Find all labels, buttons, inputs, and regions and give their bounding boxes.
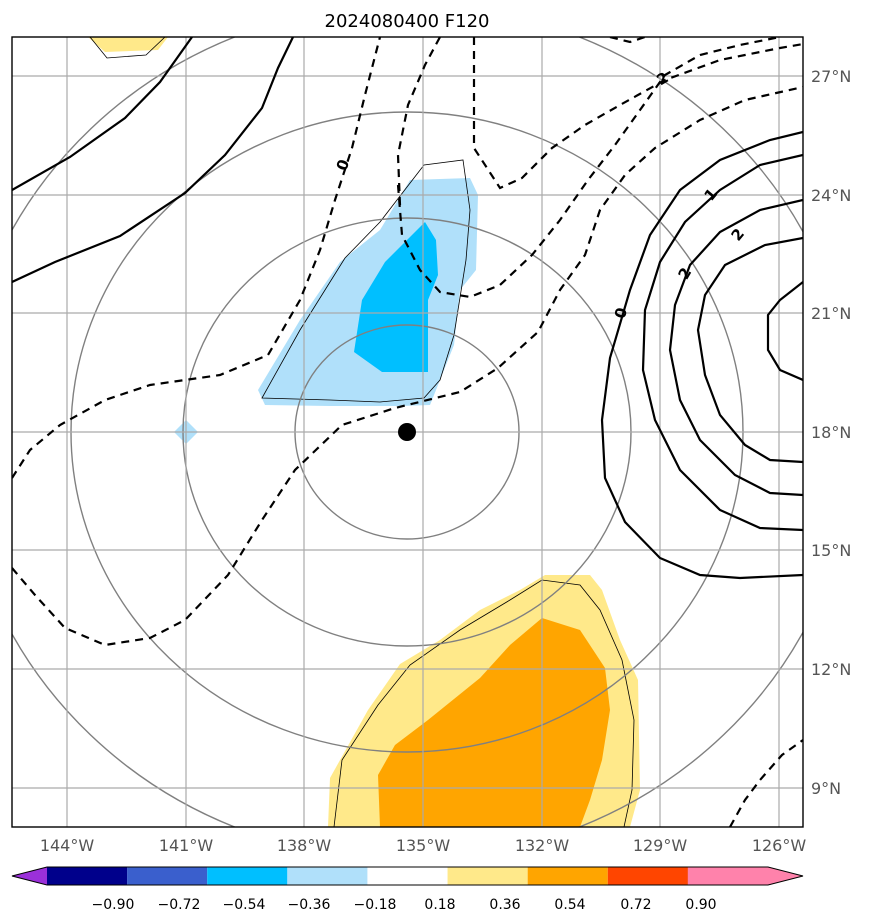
- contour-label: 0: [611, 306, 631, 321]
- dashed-contour-north: [396, 37, 441, 206]
- dashed-contour-southeast: [729, 739, 803, 827]
- lon-label: 138°W: [277, 836, 332, 855]
- dashed-contour-central: [12, 85, 803, 647]
- lon-label: 126°W: [752, 836, 807, 855]
- colorbar-cell: [527, 867, 608, 885]
- dashed-contour-northeast: [472, 37, 803, 190]
- colorbar-cell: [367, 867, 448, 885]
- colorbar-cell: [287, 867, 368, 885]
- light-yellow-patch-top: [88, 37, 168, 52]
- colorbar-label: −0.72: [158, 897, 201, 913]
- solid-contour-ring-2: [668, 198, 803, 497]
- outline-top-left: [89, 37, 166, 59]
- lat-label: 12°N: [811, 660, 851, 679]
- colorbar: −0.90 −0.72 −0.54 −0.36 −0.18 0.18 0.36 …: [11, 866, 804, 913]
- lon-label: 129°W: [633, 836, 688, 855]
- colorbar-cell: [47, 867, 128, 885]
- figure-title: 2024080400 F120: [325, 11, 490, 32]
- blue-region: [354, 222, 438, 372]
- colorbar-cell: [687, 867, 803, 885]
- lon-label: 132°W: [515, 836, 570, 855]
- lon-label: 135°W: [396, 836, 451, 855]
- solid-contour-nw-2: [12, 37, 193, 191]
- colorbar-outline: [11, 866, 804, 886]
- colorbar-label: −0.54: [223, 897, 266, 913]
- colorbar-label: 0.72: [620, 897, 651, 913]
- colorbar-label: 0.90: [685, 897, 716, 913]
- storm-center-marker: [398, 423, 416, 441]
- dashed-contour-loop: [396, 37, 781, 299]
- lat-label: 24°N: [811, 186, 851, 205]
- solid-contour-nw-1: [12, 37, 294, 283]
- lat-label: 15°N: [811, 541, 851, 560]
- colorbar-label: −0.18: [354, 897, 397, 913]
- colorbar-cell: [447, 867, 528, 885]
- solid-contours: [12, 37, 803, 580]
- longitude-labels: 144°W 141°W 138°W 135°W 132°W 129°W 126°…: [40, 836, 807, 855]
- lat-label: 27°N: [811, 67, 851, 86]
- colorbar-cell: [207, 867, 288, 885]
- lon-label: 141°W: [159, 836, 214, 855]
- grid-lines: [12, 37, 803, 827]
- dashed-contour-top: [609, 37, 646, 44]
- lat-label: 21°N: [811, 304, 851, 323]
- solid-contour-ring-1: [641, 153, 803, 532]
- colorbar-label: −0.36: [288, 897, 331, 913]
- dashed-contour-west: [12, 37, 382, 479]
- colorbar-cell: [127, 867, 208, 885]
- colorbar-label: 0.18: [424, 897, 455, 913]
- lat-label: 18°N: [811, 423, 851, 442]
- colorbar-label: 0.36: [489, 897, 520, 913]
- colorbar-cell: [607, 867, 688, 885]
- latitude-labels: 27°N 24°N 21°N 18°N 15°N 12°N 9°N: [811, 67, 851, 798]
- plot-area: 0 2 1 2 2 0: [12, 37, 803, 827]
- orange-region: [378, 618, 610, 827]
- plot-frame: [11, 36, 804, 828]
- dashed-contours: [12, 37, 803, 827]
- solid-contour-ring-4: [766, 281, 803, 382]
- solid-contour-ring-3: [696, 236, 803, 464]
- colorbar-label: −0.90: [92, 897, 135, 913]
- lat-label: 9°N: [811, 779, 841, 798]
- solid-contour-ring-0: [600, 130, 803, 580]
- lon-label: 144°W: [40, 836, 95, 855]
- colorbar-label: 0.54: [554, 897, 585, 913]
- outline-north: [261, 159, 471, 403]
